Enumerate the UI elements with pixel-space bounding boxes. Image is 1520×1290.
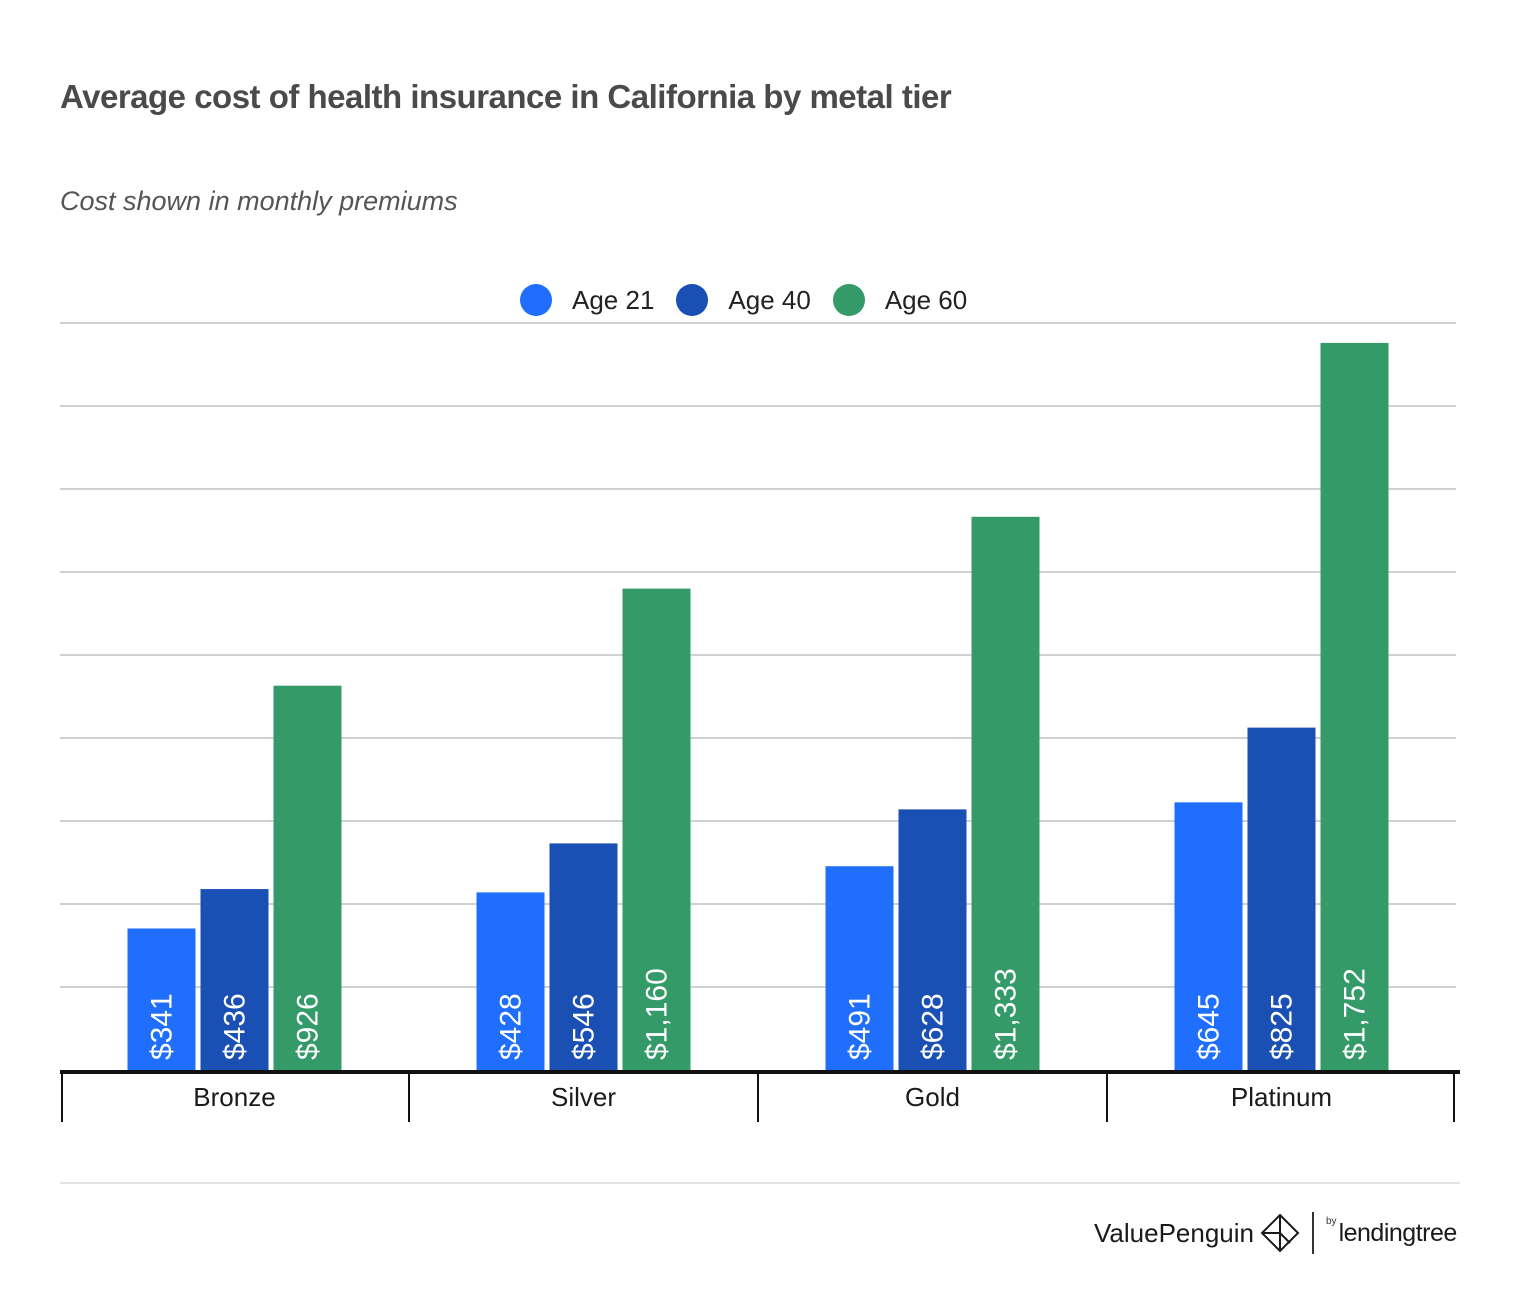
chart-title: Average cost of health insurance in Cali… (60, 78, 952, 115)
data-label: $491 (844, 993, 877, 1060)
bar-silver-age-40 (549, 843, 618, 1070)
bar-gold-age-60 (971, 516, 1040, 1070)
legend-item-age-60: Age 60 (832, 284, 968, 316)
legend-label-age-40: Age 40 (728, 284, 811, 315)
bar-bronze-age-21 (127, 928, 196, 1070)
legend-swatch-age-40 (676, 284, 709, 316)
data-label: $1,752 (1339, 968, 1372, 1060)
value-penguin-diamond-icon (1260, 1213, 1300, 1253)
x-tick-label: Gold (905, 1082, 960, 1112)
data-label: $1,160 (641, 968, 674, 1060)
data-label: $341 (146, 993, 179, 1060)
legend-item-age-21: Age 21 (520, 284, 654, 316)
bar-platinum-age-40 (1247, 727, 1316, 1070)
brand-separator (1312, 1212, 1314, 1254)
legend-swatch-age-60 (832, 284, 865, 316)
bar-silver-age-21 (476, 892, 545, 1070)
chart-subtitle: Cost shown in monthly premiums (60, 186, 458, 216)
branding: ValuePenguin by lendingtree (1094, 1212, 1457, 1254)
value-penguin-logo-text: ValuePenguin (1094, 1217, 1254, 1248)
data-label: $1,333 (990, 968, 1023, 1060)
bar-chart: $341 $436 $926 Bronze $428 $546 $1,160 Silver $4… (60, 322, 1460, 1122)
legend-label-age-21: Age 21 (572, 284, 655, 315)
data-label: $628 (917, 993, 950, 1060)
x-tick-label: Bronze (193, 1082, 275, 1112)
bar-bronze-age-60 (273, 685, 342, 1070)
x-tick-label: Platinum (1231, 1082, 1332, 1112)
legend-item-age-40: Age 40 (676, 284, 811, 316)
bar-platinum-age-60 (1320, 342, 1389, 1070)
footer-divider (60, 1182, 1460, 1184)
bar-silver-age-60 (622, 588, 691, 1070)
data-label: $825 (1266, 993, 1299, 1060)
lending-tree-logo-text: lendingtree (1338, 1218, 1458, 1247)
brand-by-label: by (1326, 1215, 1337, 1227)
bar-gold-age-40 (898, 809, 967, 1070)
data-label: $645 (1193, 993, 1226, 1060)
legend-swatch-age-21 (520, 284, 552, 316)
bar-platinum-age-21 (1174, 802, 1243, 1070)
chart-legend: Age 21 Age 40 Age 60 (520, 282, 989, 318)
data-label: $428 (495, 993, 528, 1060)
legend-label-age-60: Age 60 (884, 284, 968, 315)
bar-gold-age-21 (825, 866, 894, 1070)
x-tick-label: Silver (551, 1082, 616, 1112)
bar-bronze-age-40 (200, 889, 269, 1070)
data-label: $546 (568, 993, 601, 1060)
data-label: $926 (292, 993, 325, 1060)
data-label: $436 (219, 993, 252, 1060)
